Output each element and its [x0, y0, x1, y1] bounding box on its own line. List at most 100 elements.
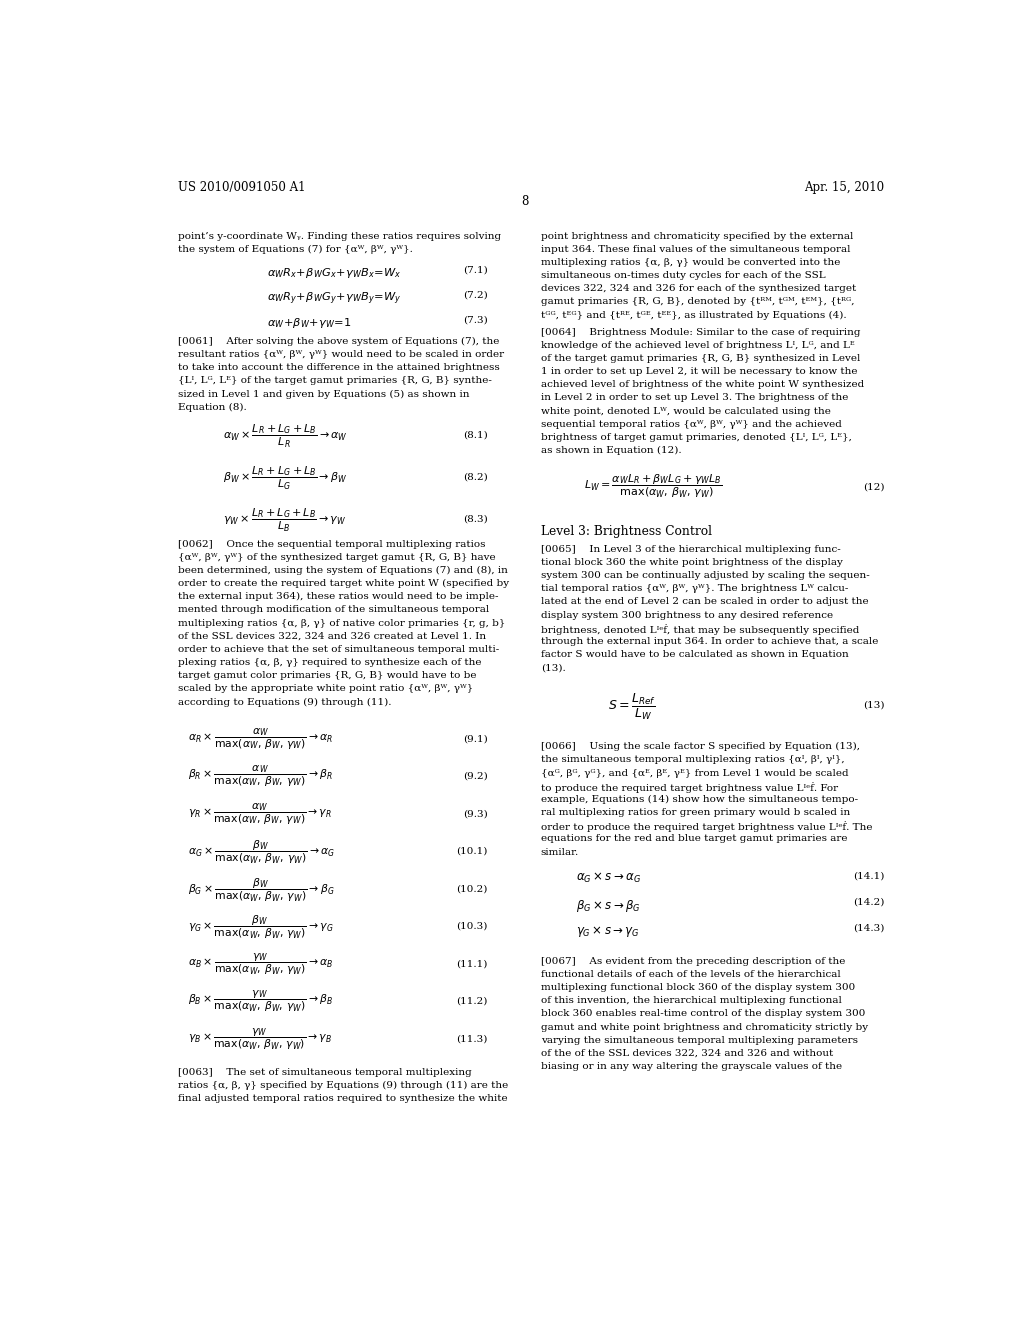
Text: brightness, denoted Lᴵᵉḟ, that may be subsequently specified: brightness, denoted Lᴵᵉḟ, that may be su…	[541, 624, 859, 635]
Text: gamut primaries {R, G, B}, denoted by {tᴿᴹ, tᴳᴹ, tᴱᴹ}, {tᴿᴳ,: gamut primaries {R, G, B}, denoted by {t…	[541, 297, 854, 306]
Text: of the SSL devices 322, 324 and 326 created at Level 1. In: of the SSL devices 322, 324 and 326 crea…	[178, 632, 486, 640]
Text: {Lᴵ, Lᴳ, Lᴱ} of the target gamut primaries {R, G, B} synthe-: {Lᴵ, Lᴳ, Lᴱ} of the target gamut primari…	[178, 376, 492, 385]
Text: point’s y-coordinate Wᵧ. Finding these ratios requires solving: point’s y-coordinate Wᵧ. Finding these r…	[178, 231, 501, 240]
Text: (11.2): (11.2)	[456, 997, 487, 1006]
Text: [0067]  As evident from the preceding description of the: [0067] As evident from the preceding des…	[541, 957, 845, 966]
Text: multiplexing ratios {α, β, γ} would be converted into the: multiplexing ratios {α, β, γ} would be c…	[541, 257, 840, 267]
Text: (10.1): (10.1)	[456, 847, 487, 855]
Text: $\alpha_B \times \dfrac{\gamma_W}{\mathrm{max}(\alpha_W,\, \beta_W,\, \gamma_W)}: $\alpha_B \times \dfrac{\gamma_W}{\mathr…	[187, 952, 333, 977]
Text: similar.: similar.	[541, 847, 579, 857]
Text: sized in Level 1 and given by Equations (5) as shown in: sized in Level 1 and given by Equations …	[178, 389, 469, 399]
Text: of this invention, the hierarchical multiplexing functional: of this invention, the hierarchical mult…	[541, 997, 842, 1006]
Text: display system 300 brightness to any desired reference: display system 300 brightness to any des…	[541, 611, 833, 619]
Text: tial temporal ratios {αᵂ, βᵂ, γᵂ}. The brightness Lᵂ calcu-: tial temporal ratios {αᵂ, βᵂ, γᵂ}. The b…	[541, 585, 848, 593]
Text: to produce the required target brightness value Lᴵᵉḟ. For: to produce the required target brightnes…	[541, 781, 838, 793]
Text: (14.2): (14.2)	[853, 898, 885, 907]
Text: the system of Equations (7) for {αᵂ, βᵂ, γᵂ}.: the system of Equations (7) for {αᵂ, βᵂ,…	[178, 244, 413, 253]
Text: multiplexing functional block 360 of the display system 300: multiplexing functional block 360 of the…	[541, 983, 855, 993]
Text: block 360 enables real-time control of the display system 300: block 360 enables real-time control of t…	[541, 1010, 865, 1019]
Text: target gamut color primaries {R, G, B} would have to be: target gamut color primaries {R, G, B} w…	[178, 671, 476, 680]
Text: the external input 364), these ratios would need to be imple-: the external input 364), these ratios wo…	[178, 593, 499, 602]
Text: through the external input 364. In order to achieve that, a scale: through the external input 364. In order…	[541, 638, 878, 645]
Text: (7.1): (7.1)	[463, 265, 487, 275]
Text: [0063]  The set of simultaneous temporal multiplexing: [0063] The set of simultaneous temporal …	[178, 1068, 472, 1077]
Text: sequential temporal ratios {αᵂ, βᵂ, γᵂ} and the achieved: sequential temporal ratios {αᵂ, βᵂ, γᵂ} …	[541, 420, 842, 429]
Text: Apr. 15, 2010: Apr. 15, 2010	[804, 181, 885, 194]
Text: $\beta_W \times \dfrac{L_R + L_G + L_B}{L_G} \rightarrow \beta_W$: $\beta_W \times \dfrac{L_R + L_G + L_B}{…	[223, 465, 348, 491]
Text: (14.1): (14.1)	[853, 871, 885, 880]
Text: simultaneous on-times duty cycles for each of the SSL: simultaneous on-times duty cycles for ea…	[541, 271, 825, 280]
Text: mented through modification of the simultaneous temporal: mented through modification of the simul…	[178, 606, 489, 614]
Text: {αᴳ, βᴳ, γᴳ}, and {αᴱ, βᴱ, γᴱ} from Level 1 would be scaled: {αᴳ, βᴳ, γᴳ}, and {αᴱ, βᴱ, γᴱ} from Leve…	[541, 768, 848, 777]
Text: Level 3: Brightness Control: Level 3: Brightness Control	[541, 525, 712, 539]
Text: varying the simultaneous temporal multiplexing parameters: varying the simultaneous temporal multip…	[541, 1036, 858, 1045]
Text: (13).: (13).	[541, 664, 565, 672]
Text: plexing ratios {α, β, γ} required to synthesize each of the: plexing ratios {α, β, γ} required to syn…	[178, 659, 481, 667]
Text: (12): (12)	[863, 483, 885, 492]
Text: (13): (13)	[863, 700, 885, 709]
Text: 8: 8	[521, 195, 528, 209]
Text: (11.3): (11.3)	[456, 1035, 487, 1044]
Text: US 2010/0091050 A1: US 2010/0091050 A1	[178, 181, 305, 194]
Text: resultant ratios {αᵂ, βᵂ, γᵂ} would need to be scaled in order: resultant ratios {αᵂ, βᵂ, γᵂ} would need…	[178, 350, 504, 359]
Text: point brightness and chromaticity specified by the external: point brightness and chromaticity specif…	[541, 231, 853, 240]
Text: biasing or in any way altering the grayscale values of the: biasing or in any way altering the grays…	[541, 1063, 842, 1071]
Text: $\gamma_B \times \dfrac{\gamma_W}{\mathrm{max}(\alpha_W,\, \beta_W,\, \gamma_W)}: $\gamma_B \times \dfrac{\gamma_W}{\mathr…	[187, 1027, 332, 1052]
Text: $S = \dfrac{L_{Ref}}{L_W}$: $S = \dfrac{L_{Ref}}{L_W}$	[608, 692, 656, 722]
Text: $\beta_B \times \dfrac{\gamma_W}{\mathrm{max}(\alpha_W,\, \beta_W,\, \gamma_W)} : $\beta_B \times \dfrac{\gamma_W}{\mathrm…	[187, 989, 333, 1015]
Text: order to achieve that the set of simultaneous temporal multi-: order to achieve that the set of simulta…	[178, 645, 500, 653]
Text: $\alpha_G \times \dfrac{\beta_W}{\mathrm{max}(\alpha_W,\, \beta_W,\, \gamma_W)} : $\alpha_G \times \dfrac{\beta_W}{\mathrm…	[187, 840, 335, 866]
Text: ral multiplexing ratios for green primary would b scaled in: ral multiplexing ratios for green primar…	[541, 808, 850, 817]
Text: tᴳᴳ, tᴱᴳ} and {tᴿᴱ, tᴳᴱ, tᴱᴱ}, as illustrated by Equations (4).: tᴳᴳ, tᴱᴳ} and {tᴿᴱ, tᴳᴱ, tᴱᴱ}, as illust…	[541, 310, 846, 319]
Text: $\alpha_G \times s \rightarrow \alpha_G$: $\alpha_G \times s \rightarrow \alpha_G$	[577, 871, 642, 886]
Text: (9.3): (9.3)	[463, 809, 487, 818]
Text: [0062]  Once the sequential temporal multiplexing ratios: [0062] Once the sequential temporal mult…	[178, 540, 485, 549]
Text: tional block 360 the white point brightness of the display: tional block 360 the white point brightn…	[541, 558, 843, 568]
Text: order to produce the required target brightness value Lᴵᵉḟ. The: order to produce the required target bri…	[541, 821, 872, 832]
Text: (10.2): (10.2)	[456, 884, 487, 894]
Text: [0065]  In Level 3 of the hierarchical multiplexing func-: [0065] In Level 3 of the hierarchical mu…	[541, 545, 841, 554]
Text: (8.2): (8.2)	[463, 473, 487, 482]
Text: equations for the red and blue target gamut primaries are: equations for the red and blue target ga…	[541, 834, 847, 843]
Text: [0066]  Using the scale factor S specified by Equation (13),: [0066] Using the scale factor S specifie…	[541, 742, 860, 751]
Text: of the of the SSL devices 322, 324 and 326 and without: of the of the SSL devices 322, 324 and 3…	[541, 1049, 833, 1057]
Text: order to create the required target white point W (specified by: order to create the required target whit…	[178, 579, 509, 589]
Text: $\alpha_R \times \dfrac{\alpha_W}{\mathrm{max}(\alpha_W,\, \beta_W,\, \gamma_W)}: $\alpha_R \times \dfrac{\alpha_W}{\mathr…	[187, 726, 333, 751]
Text: factor S would have to be calculated as shown in Equation: factor S would have to be calculated as …	[541, 651, 849, 659]
Text: ratios {α, β, γ} specified by Equations (9) through (11) are the: ratios {α, β, γ} specified by Equations …	[178, 1081, 508, 1090]
Text: $L_W = \dfrac{\alpha_W L_R + \beta_W L_G + \gamma_W L_B}{\mathrm{max}(\alpha_W,\: $L_W = \dfrac{\alpha_W L_R + \beta_W L_G…	[585, 473, 723, 500]
Text: example, Equations (14) show how the simultaneous tempo-: example, Equations (14) show how the sim…	[541, 795, 858, 804]
Text: $\gamma_G \times \dfrac{\beta_W}{\mathrm{max}(\alpha_W,\, \beta_W,\, \gamma_W)} : $\gamma_G \times \dfrac{\beta_W}{\mathrm…	[187, 913, 333, 941]
Text: [0064]  Brightness Module: Similar to the case of requiring: [0064] Brightness Module: Similar to the…	[541, 327, 860, 337]
Text: $\alpha_{\mathit{W}}R_x\!+\!\beta_{\mathit{W}}G_x\!+\!\gamma_{\mathit{W}}B_x\!=\: $\alpha_{\mathit{W}}R_x\!+\!\beta_{\math…	[267, 265, 401, 280]
Text: (14.3): (14.3)	[853, 924, 885, 933]
Text: lated at the end of Level 2 can be scaled in order to adjust the: lated at the end of Level 2 can be scale…	[541, 598, 868, 606]
Text: $\gamma_W \times \dfrac{L_R + L_G + L_B}{L_B} \rightarrow \gamma_W$: $\gamma_W \times \dfrac{L_R + L_G + L_B}…	[223, 507, 346, 533]
Text: brightness of target gamut primaries, denoted {Lᴵ, Lᴳ, Lᴱ},: brightness of target gamut primaries, de…	[541, 433, 852, 442]
Text: $\alpha_W \times \dfrac{L_R + L_G + L_B}{L_R} \rightarrow \alpha_W$: $\alpha_W \times \dfrac{L_R + L_G + L_B}…	[223, 422, 348, 450]
Text: (11.1): (11.1)	[456, 960, 487, 969]
Text: 1 in order to set up Level 2, it will be necessary to know the: 1 in order to set up Level 2, it will be…	[541, 367, 857, 376]
Text: multiplexing ratios {α, β, γ} of native color primaries {r, g, b}: multiplexing ratios {α, β, γ} of native …	[178, 619, 506, 627]
Text: {αᵂ, βᵂ, γᵂ} of the synthesized target gamut {R, G, B} have: {αᵂ, βᵂ, γᵂ} of the synthesized target g…	[178, 553, 496, 562]
Text: $\gamma_G \times s \rightarrow \gamma_G$: $\gamma_G \times s \rightarrow \gamma_G$	[577, 924, 640, 939]
Text: (8.3): (8.3)	[463, 515, 487, 524]
Text: to take into account the difference in the attained brightness: to take into account the difference in t…	[178, 363, 500, 372]
Text: $\beta_G \times s \rightarrow \beta_G$: $\beta_G \times s \rightarrow \beta_G$	[577, 898, 641, 913]
Text: white point, denoted Lᵂ, would be calculated using the: white point, denoted Lᵂ, would be calcul…	[541, 407, 830, 416]
Text: devices 322, 324 and 326 for each of the synthesized target: devices 322, 324 and 326 for each of the…	[541, 284, 856, 293]
Text: system 300 can be continually adjusted by scaling the sequen-: system 300 can be continually adjusted b…	[541, 572, 869, 581]
Text: $\beta_R \times \dfrac{\alpha_W}{\mathrm{max}(\alpha_W,\, \beta_W,\, \gamma_W)} : $\beta_R \times \dfrac{\alpha_W}{\mathrm…	[187, 764, 333, 789]
Text: the simultaneous temporal multiplexing ratios {αᴵ, βᴵ, γᴵ},: the simultaneous temporal multiplexing r…	[541, 755, 845, 764]
Text: of the target gamut primaries {R, G, B} synthesized in Level: of the target gamut primaries {R, G, B} …	[541, 354, 860, 363]
Text: Equation (8).: Equation (8).	[178, 403, 247, 412]
Text: achieved level of brightness of the white point W synthesized: achieved level of brightness of the whit…	[541, 380, 864, 389]
Text: [0061]  After solving the above system of Equations (7), the: [0061] After solving the above system of…	[178, 337, 500, 346]
Text: $\beta_G \times \dfrac{\beta_W}{\mathrm{max}(\alpha_W,\, \beta_W,\, \gamma_W)} \: $\beta_G \times \dfrac{\beta_W}{\mathrm{…	[187, 876, 334, 904]
Text: (10.3): (10.3)	[456, 921, 487, 931]
Text: (7.3): (7.3)	[463, 315, 487, 325]
Text: been determined, using the system of Equations (7) and (8), in: been determined, using the system of Equ…	[178, 566, 508, 576]
Text: according to Equations (9) through (11).: according to Equations (9) through (11).	[178, 697, 391, 706]
Text: (8.1): (8.1)	[463, 430, 487, 440]
Text: gamut and white point brightness and chromaticity strictly by: gamut and white point brightness and chr…	[541, 1023, 867, 1032]
